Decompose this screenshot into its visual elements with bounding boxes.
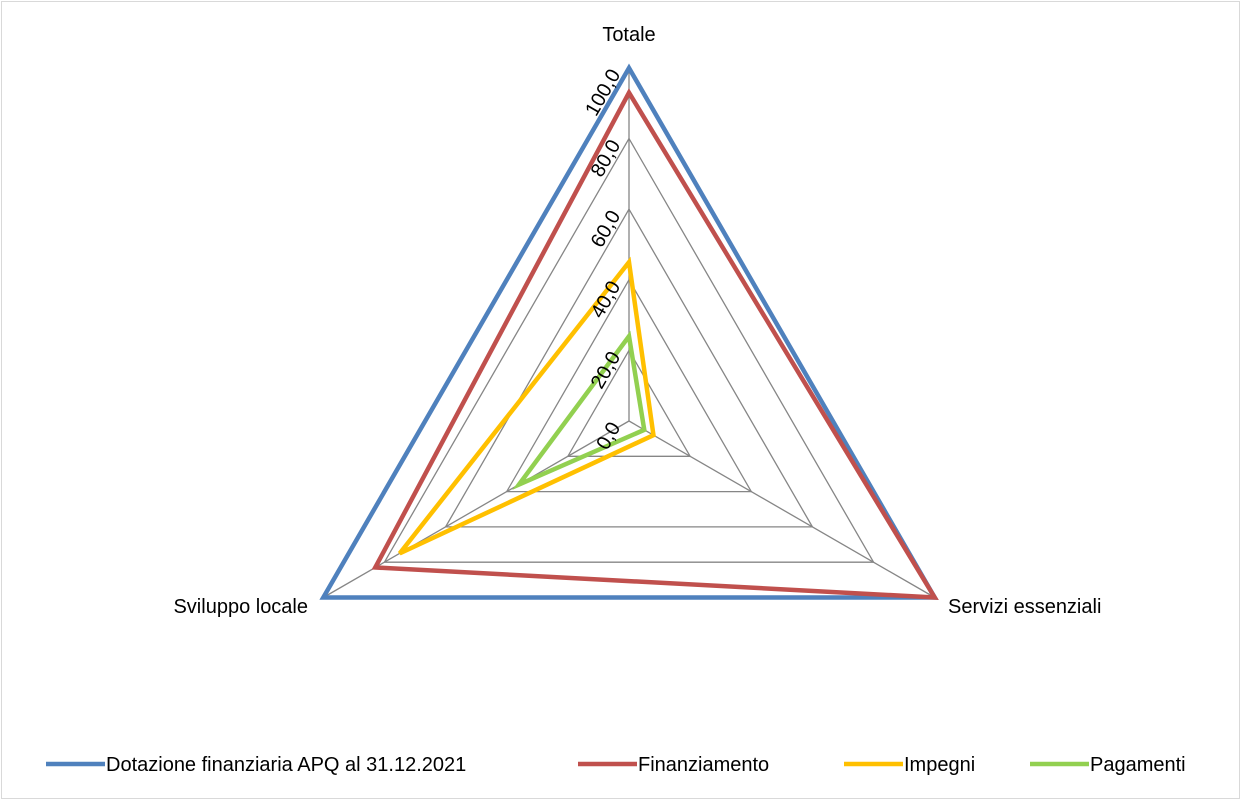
grid-ring: [444, 207, 814, 528]
axis-label-totale: Totale: [602, 24, 655, 46]
series-line-2: [371, 88, 939, 600]
series-line-4: [512, 330, 647, 490]
axis-label-servizi-essenziali: Servizi essenziali: [948, 596, 1101, 618]
grid-ring: [383, 137, 875, 563]
legend-label: Finanziamento: [638, 754, 769, 776]
tick-label: 20,0: [587, 348, 626, 393]
grid-ring: [566, 349, 692, 457]
series-line-1: [319, 63, 939, 600]
legend-label: Impegni: [904, 754, 975, 776]
legend-label: Dotazione finanziaria APQ al 31.12.2021: [106, 754, 466, 776]
legend-label: Pagamenti: [1090, 754, 1186, 776]
tick-label: 80,0: [587, 136, 626, 181]
series-lines: [319, 63, 939, 600]
axis-label-sviluppo-locale: Sviluppo locale: [173, 596, 308, 618]
axis-labels: Totale Servizi essenziali Sviluppo local…: [173, 24, 1101, 618]
grid-spoke: [628, 420, 936, 599]
tick-label: 60,0: [587, 207, 626, 252]
tick-label: 40,0: [587, 277, 626, 322]
grid-ring: [505, 278, 753, 493]
legend: Dotazione finanziaria APQ al 31.12.2021 F…: [46, 754, 1186, 776]
series-line-3: [397, 256, 656, 556]
